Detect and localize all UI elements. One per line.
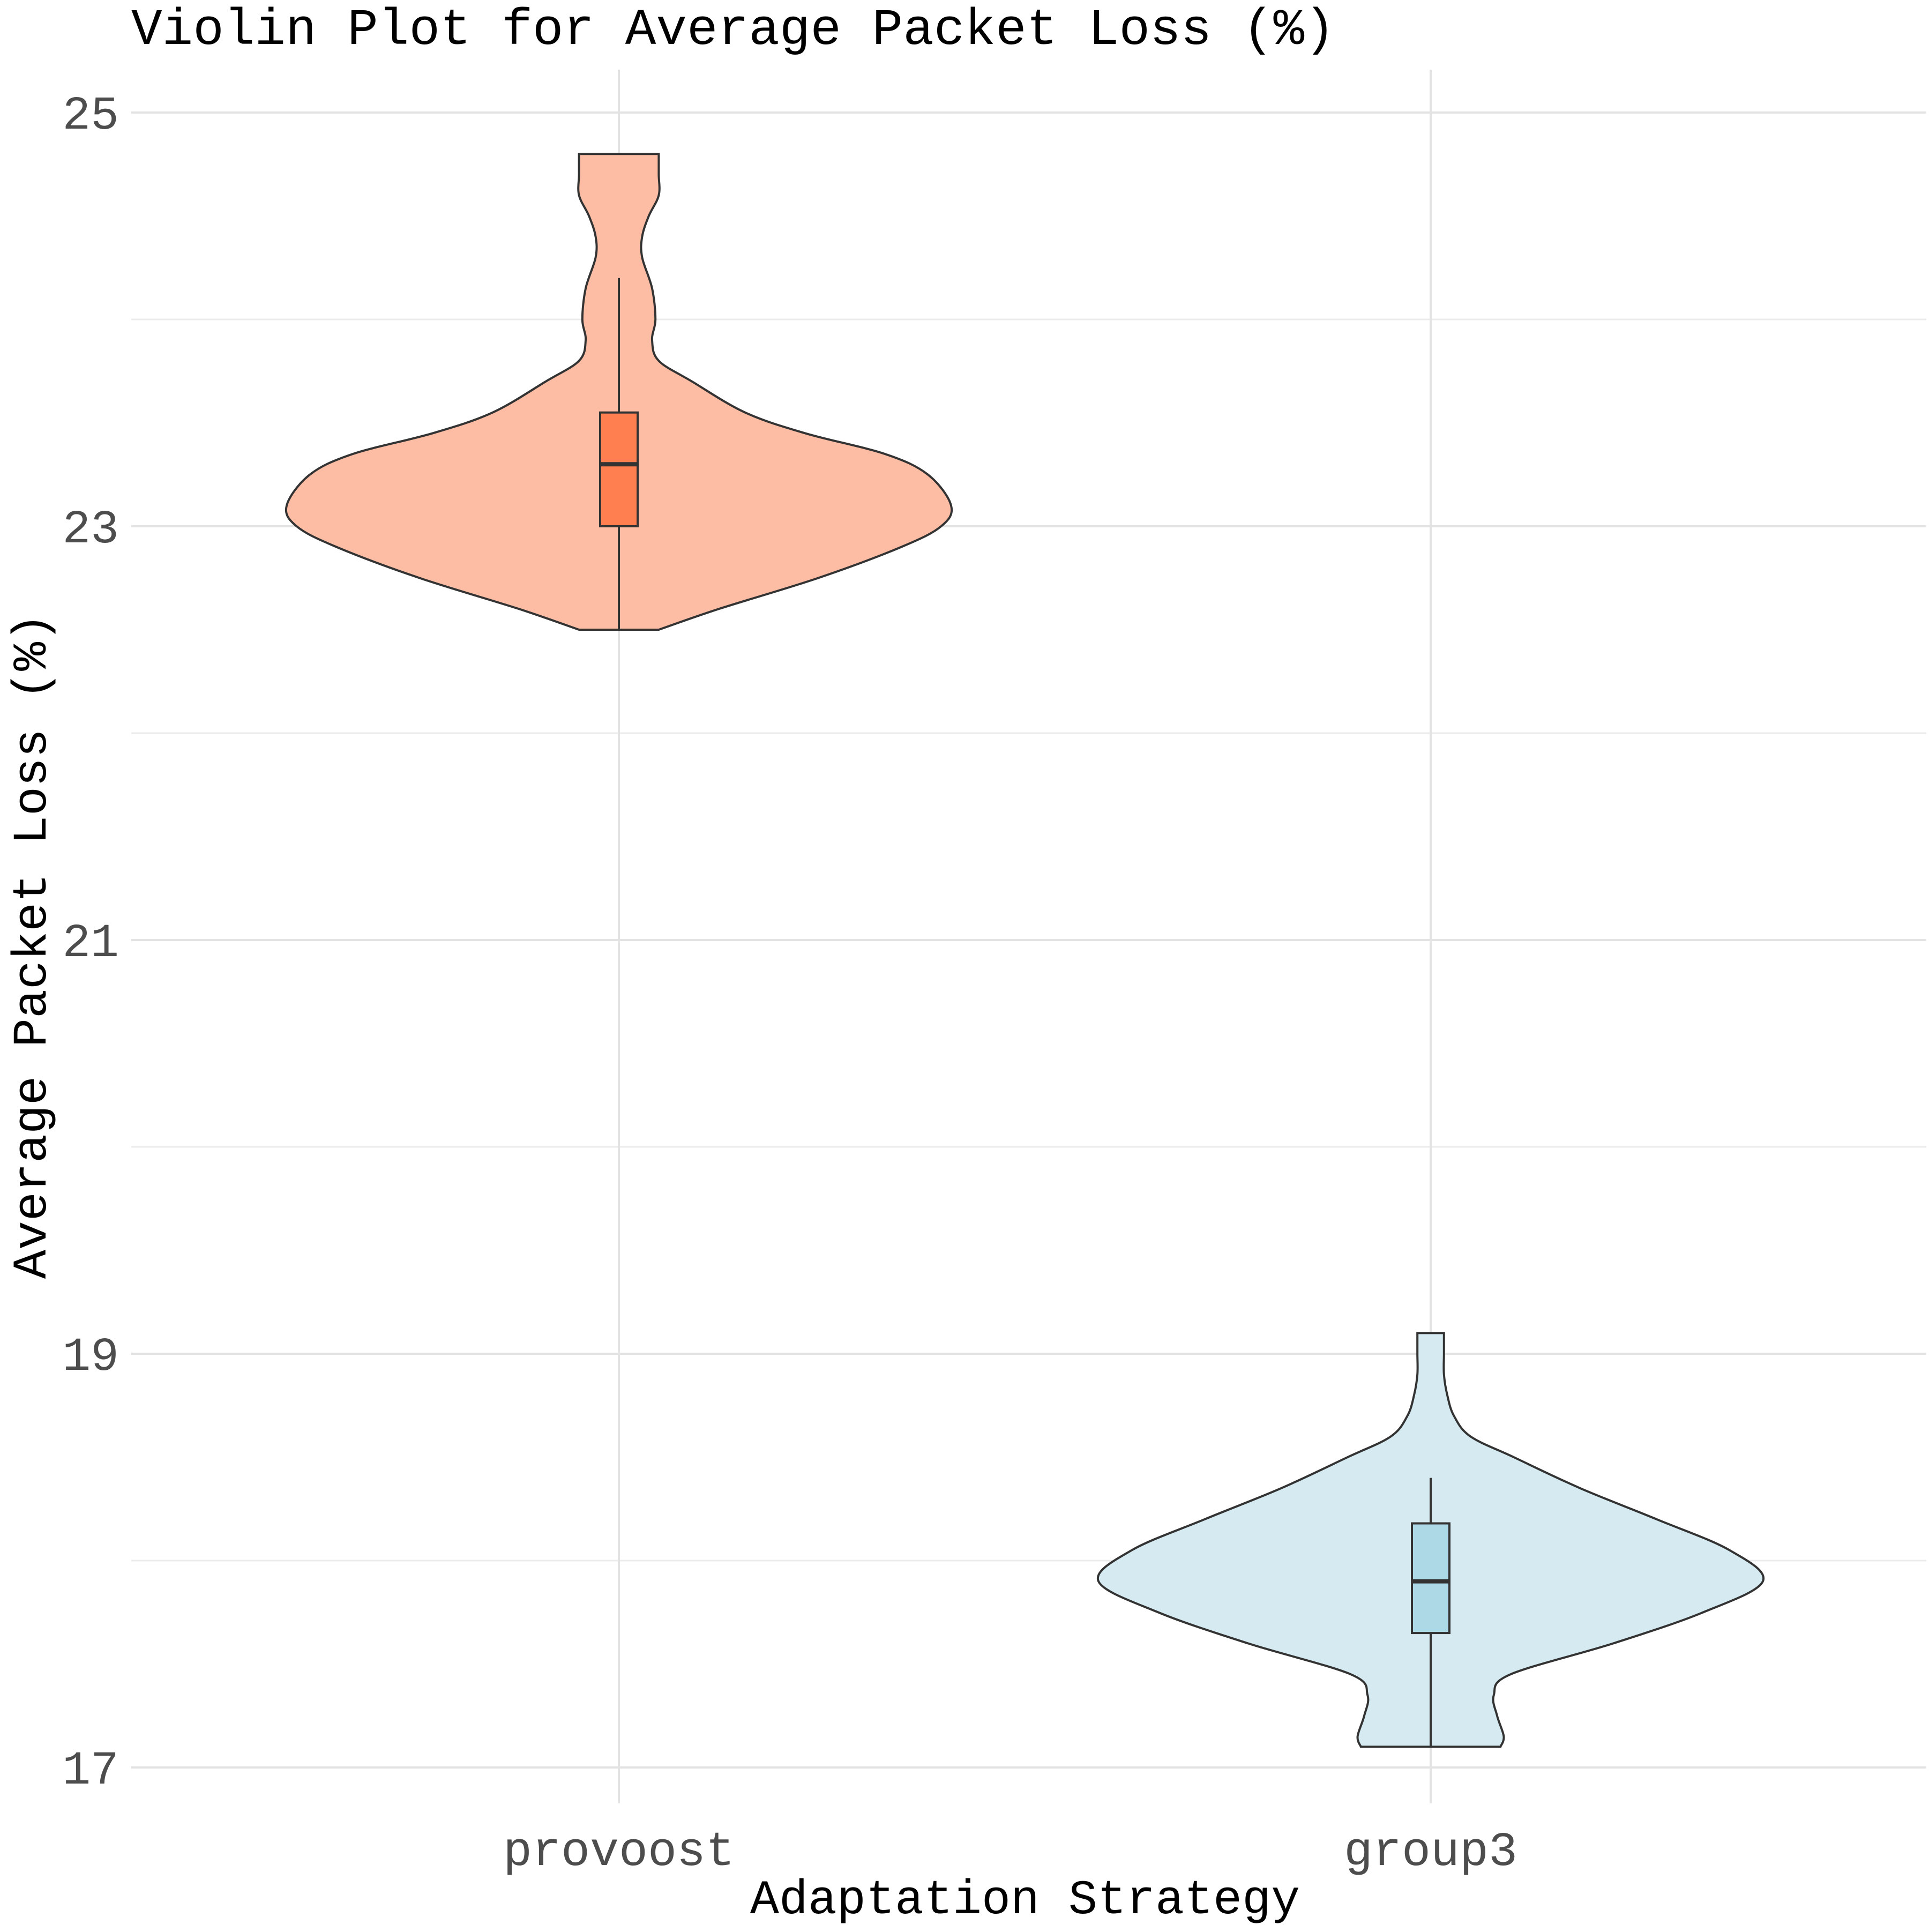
y-tick-label: 23	[62, 504, 119, 557]
violin-provoost	[285, 153, 953, 631]
y-axis-label: Average Packet Loss (%)	[6, 613, 61, 1279]
violin-layer	[285, 153, 1765, 1748]
y-tick-label: 19	[62, 1331, 119, 1384]
box	[1411, 1522, 1451, 1635]
y-tick-label: 25	[62, 90, 119, 143]
x-tick-label: provoost	[503, 1825, 735, 1880]
y-tick-label: 17	[62, 1745, 119, 1798]
y-tick-labels: 17 19 21 23 25	[62, 90, 119, 1798]
x-tick-label: group3	[1344, 1825, 1517, 1880]
chart-title: Violin Plot for Average Packet Loss (%)	[131, 1, 1335, 59]
x-tick-labels: provoost group3	[503, 1825, 1517, 1880]
x-axis-label: Adaptation Strategy	[750, 1874, 1300, 1928]
violin-group3	[1096, 1332, 1765, 1748]
y-tick-label: 21	[62, 917, 119, 971]
box	[599, 411, 639, 528]
grid-layer	[131, 70, 1926, 1803]
